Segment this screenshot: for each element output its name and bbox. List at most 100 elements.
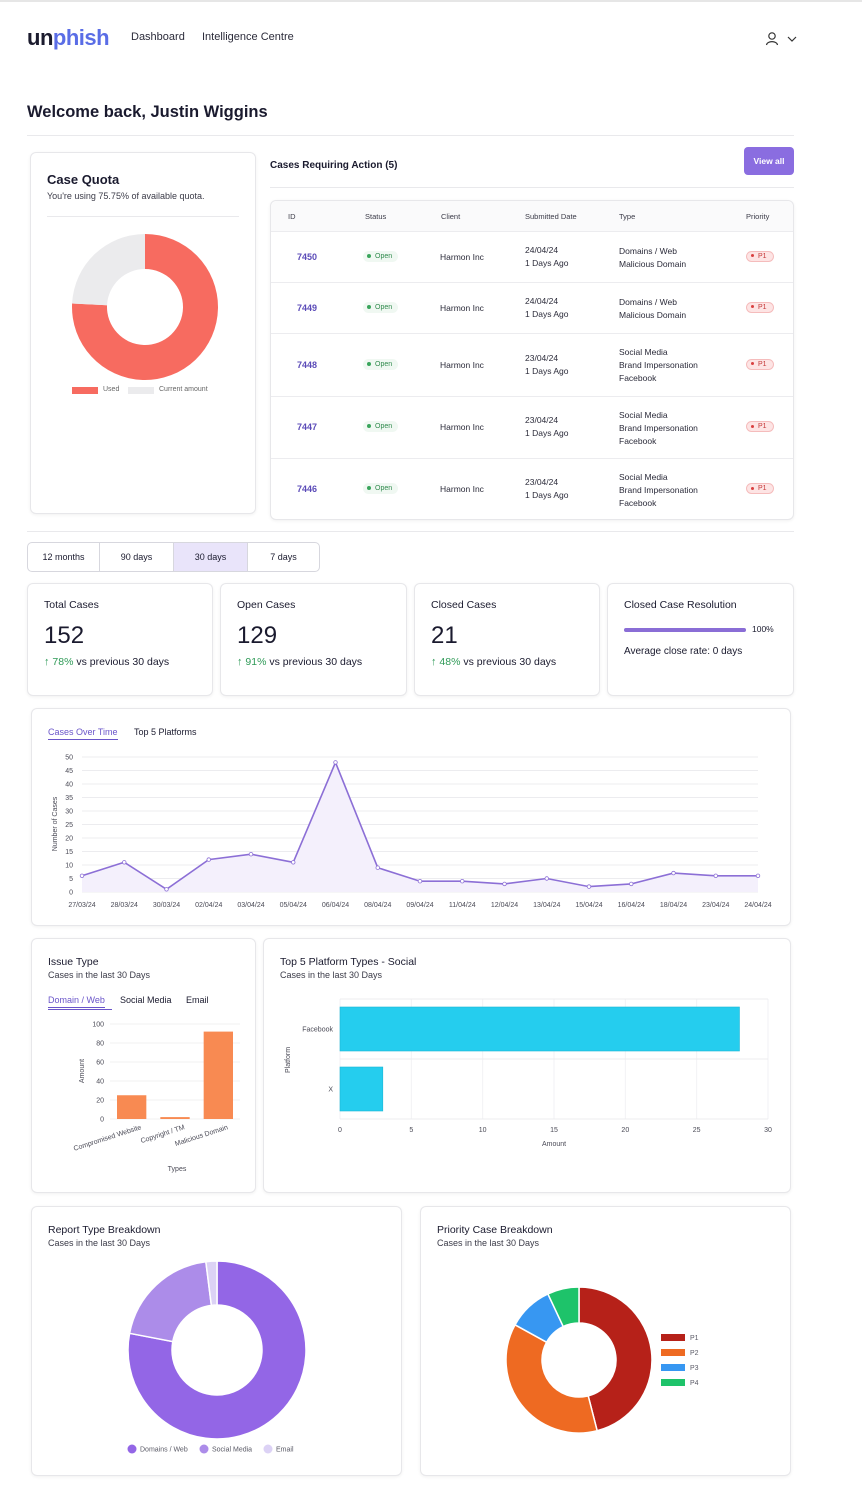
case-id[interactable]: 7447 bbox=[297, 422, 318, 432]
legend-label: Social Media bbox=[212, 1447, 252, 1454]
nav-intelligence-centre[interactable]: Intelligence Centre bbox=[202, 31, 294, 43]
table-row[interactable]: 7447 Open Harmon Inc 23/04/24 1 Days Ago Soci… bbox=[271, 396, 793, 458]
case-quota-title: Case Quota bbox=[47, 172, 120, 187]
case-quota-card: Case Quota You're using 75.75% of availa… bbox=[30, 152, 256, 514]
report-type-card: Report Type Breakdown Cases in the last … bbox=[31, 1206, 402, 1476]
case-id[interactable]: 7449 bbox=[297, 302, 318, 313]
x-tick-label: 11/04/24 bbox=[449, 902, 476, 909]
table-header: ID Status Client Submitted Date Type Pri… bbox=[271, 201, 793, 231]
col-id: ID bbox=[288, 212, 296, 221]
data-point bbox=[671, 870, 676, 876]
bar bbox=[203, 1031, 233, 1119]
logo[interactable]: unphish bbox=[27, 25, 110, 51]
client-cell: Harmon Inc bbox=[440, 484, 484, 494]
logo-part-1: un bbox=[27, 25, 53, 50]
x-tick-label: 28/03/24 bbox=[111, 902, 138, 909]
slice-used bbox=[72, 234, 218, 380]
case-id[interactable]: 7450 bbox=[297, 251, 318, 262]
issue-type-card: Issue Type Cases in the last 30 Days Dom… bbox=[31, 938, 256, 1193]
client-cell: Harmon Inc bbox=[440, 251, 484, 262]
y-tick-label: 80 bbox=[96, 1041, 104, 1048]
issue-type-title: Issue Type bbox=[48, 956, 99, 968]
range-tab-30-days[interactable]: 30 days bbox=[173, 542, 248, 572]
arrow-up-icon: ↑ bbox=[237, 656, 243, 668]
case-id[interactable]: 7446 bbox=[297, 484, 318, 494]
issue-type-subtitle: Cases in the last 30 Days bbox=[48, 970, 151, 980]
slice-social-media bbox=[128, 1260, 213, 1343]
data-point bbox=[755, 873, 761, 878]
case-id[interactable]: 7448 bbox=[297, 359, 318, 370]
data-point bbox=[333, 760, 338, 765]
tab-top-5-platforms[interactable]: Top 5 Platforms bbox=[134, 727, 197, 737]
priority-subtitle: Cases in the last 30 Days bbox=[437, 1238, 540, 1248]
x-tick-label: 15/04/24 bbox=[575, 902, 602, 909]
resolution-progress-fill bbox=[624, 628, 746, 632]
data-point bbox=[291, 860, 296, 865]
status-badge: Open bbox=[363, 483, 399, 494]
legend-swatch bbox=[661, 1364, 685, 1371]
legend-marker bbox=[199, 1444, 209, 1454]
nav-dashboard[interactable]: Dashboard bbox=[131, 31, 185, 43]
y-tick-label: 5 bbox=[69, 876, 73, 883]
x-tick-label: 03/04/24 bbox=[237, 902, 264, 909]
y-tick-label: 40 bbox=[65, 782, 73, 789]
data-point bbox=[417, 878, 423, 884]
tab-social-media[interactable]: Social Media bbox=[120, 995, 172, 1005]
table-row[interactable]: 7448 Open Harmon Inc 23/04/24 1 Days Ago Soci… bbox=[271, 333, 793, 396]
priority-card: Priority Case Breakdown Cases in the las… bbox=[420, 1206, 791, 1476]
slice-email bbox=[205, 1260, 218, 1307]
col-client: Client bbox=[441, 212, 461, 221]
y-tick-label: 0 bbox=[69, 890, 73, 897]
legend-marker bbox=[127, 1444, 137, 1454]
legend-swatch bbox=[661, 1379, 685, 1386]
chevron-down-icon bbox=[787, 36, 797, 42]
range-tab-12-months[interactable]: 12 months bbox=[27, 542, 100, 572]
y-tick-label: Facebook bbox=[302, 1027, 333, 1034]
platform-types-title: Top 5 Platform Types - Social bbox=[280, 956, 417, 968]
x-tick-label: 02/04/24 bbox=[195, 902, 222, 909]
y-tick-label: 45 bbox=[65, 768, 73, 775]
range-tab-90-days[interactable]: 90 days bbox=[99, 542, 174, 572]
user-menu[interactable] bbox=[764, 31, 798, 47]
x-tick-label: 30 bbox=[764, 1127, 772, 1134]
slice-p2 bbox=[505, 1323, 599, 1434]
open-cases-label: Open Cases bbox=[237, 599, 296, 611]
status-badge: Open bbox=[363, 358, 399, 370]
date-cell: 24/04/24 1 Days Ago bbox=[525, 244, 569, 268]
divider bbox=[47, 216, 239, 217]
legend-label-used: Used bbox=[103, 386, 120, 393]
closed-cases-delta: ↑ 48% vs previous 30 days bbox=[431, 656, 557, 668]
cases-over-time-chart: Number of Cases 0 5 10 15 20 25 30 35 40 45 50 27/0… bbox=[52, 755, 772, 910]
x-tick-label: 16/04/24 bbox=[618, 902, 645, 909]
x-axis-label: Amount bbox=[542, 1141, 566, 1148]
table-row[interactable]: 7449 Open Harmon Inc 24/04/24 1 Days Ago Doma… bbox=[271, 282, 793, 333]
y-axis-label: Number of Cases bbox=[52, 796, 59, 851]
report-type-subtitle: Cases in the last 30 Days bbox=[48, 1238, 151, 1248]
divider bbox=[270, 187, 794, 188]
table-row[interactable]: 7446 Open Harmon Inc 23/04/24 1 Days Ago Soci… bbox=[271, 458, 793, 520]
table-row[interactable]: 7450 Open Harmon Inc 24/04/24 1 Days Ago Doma… bbox=[271, 231, 793, 282]
view-all-button[interactable]: View all bbox=[744, 147, 794, 175]
range-tab-7-days[interactable]: 7 days bbox=[247, 542, 320, 572]
bar bbox=[339, 1066, 384, 1112]
tab-domain-web[interactable]: Domain / Web bbox=[48, 995, 105, 1008]
y-tick-label: 20 bbox=[65, 836, 73, 843]
tab-email[interactable]: Email bbox=[186, 995, 209, 1005]
legend-label-current: Current amount bbox=[159, 386, 208, 393]
status-badge: Open bbox=[363, 421, 399, 432]
resolution-percent: 100% bbox=[752, 624, 774, 634]
data-point bbox=[206, 857, 211, 862]
legend-marker bbox=[263, 1444, 273, 1454]
y-tick-label: 25 bbox=[65, 822, 73, 829]
type-cell: Domains / Web Malicious Domain bbox=[619, 245, 687, 269]
welcome-heading: Welcome back, Justin Wiggins bbox=[27, 103, 268, 121]
date-cell: 23/04/24 1 Days Ago bbox=[525, 477, 569, 500]
total-cases-delta: ↑ 78% vs previous 30 days bbox=[44, 656, 170, 668]
resolution-average: Average close rate: 0 days bbox=[624, 646, 743, 657]
series-line bbox=[81, 760, 758, 891]
data-point bbox=[586, 884, 592, 889]
tab-cases-over-time[interactable]: Cases Over Time bbox=[48, 727, 118, 740]
x-tick-label: 24/04/24 bbox=[744, 902, 771, 909]
total-cases-value: 152 bbox=[44, 622, 85, 649]
case-quota-donut bbox=[72, 234, 218, 380]
